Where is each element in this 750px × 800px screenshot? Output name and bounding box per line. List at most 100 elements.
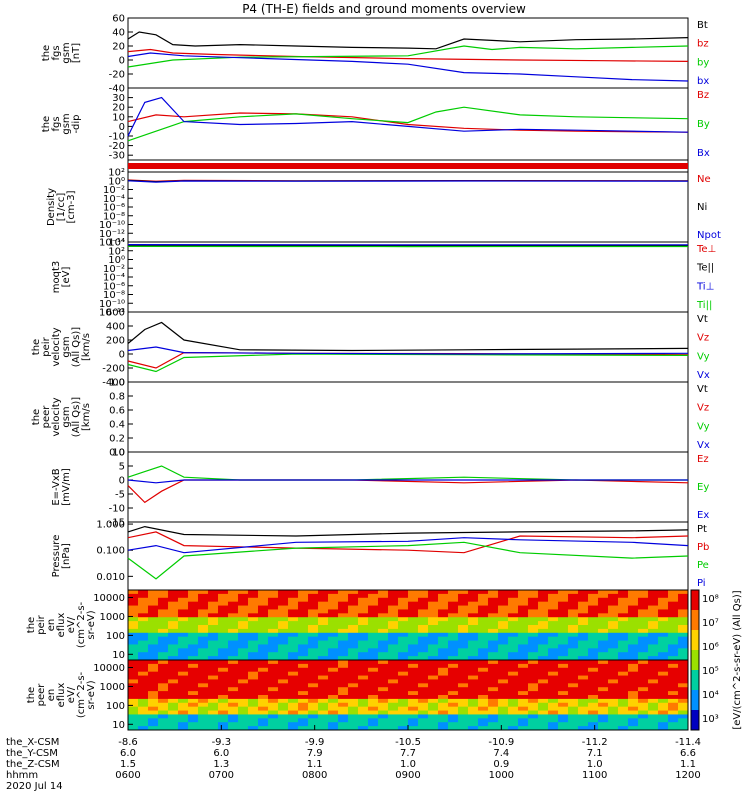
heatmap-cell — [158, 687, 169, 692]
heatmap-cell — [558, 613, 569, 618]
heatmap-cell — [148, 609, 159, 614]
heatmap-cell — [398, 691, 409, 696]
heatmap-cell — [138, 590, 149, 595]
heatmap-cell — [538, 644, 549, 649]
heatmap-cell — [248, 640, 259, 645]
heatmap-cell — [218, 687, 229, 692]
heatmap-cell — [328, 609, 339, 614]
heatmap-cell — [448, 590, 459, 595]
heatmap-cell — [418, 636, 429, 642]
heatmap-cell — [458, 609, 469, 614]
heatmap-cell — [468, 625, 479, 630]
heatmap-cell — [368, 710, 379, 715]
heatmap-cell — [548, 628, 559, 634]
heatmap-cell — [458, 597, 469, 603]
heatmap-cell — [538, 726, 549, 731]
heatmap-cell — [158, 609, 169, 614]
heatmap-cell — [418, 663, 429, 669]
heatmap-cell — [618, 640, 629, 645]
heatmap-cell — [608, 683, 619, 688]
heatmap-cell — [638, 636, 649, 642]
heatmap-cell — [198, 625, 209, 630]
heatmap-cell — [268, 605, 279, 610]
heatmap-cell — [288, 632, 299, 638]
y-tick-label: 10⁻¹² — [99, 229, 125, 240]
heatmap-cell — [498, 648, 509, 653]
heatmap-cell — [608, 644, 619, 649]
heatmap-cell — [138, 597, 149, 603]
heatmap-cell — [628, 628, 639, 634]
heatmap-cell — [368, 660, 379, 665]
heatmap-cell — [618, 644, 629, 649]
heatmap-cell — [248, 601, 259, 607]
heatmap-cell — [498, 679, 509, 684]
heatmap-cell — [238, 640, 249, 645]
heatmap-cell — [198, 590, 209, 595]
heatmap-cell — [268, 718, 279, 723]
heatmap-cell — [568, 625, 579, 630]
heatmap-cell — [678, 597, 689, 603]
heatmap-cell — [478, 714, 489, 719]
heatmap-cell — [658, 679, 669, 684]
heatmap-cell — [488, 671, 499, 677]
heatmap-cell — [638, 628, 649, 634]
heatmap-cell — [158, 675, 169, 680]
heatmap-cell — [438, 671, 449, 677]
heatmap-cell — [268, 648, 279, 653]
heatmap-cell — [388, 640, 399, 645]
heatmap-cell — [198, 644, 209, 649]
y-tick-label: 400 — [106, 322, 125, 333]
heatmap-cell — [638, 702, 649, 708]
y-axis-label: [km/s — [81, 333, 92, 361]
heatmap-cell — [678, 660, 689, 665]
heatmap-cell — [448, 613, 459, 618]
heatmap-cell — [588, 671, 599, 677]
y-tick-label: 10⁻¹⁴ — [99, 238, 125, 249]
heatmap-cell — [208, 675, 219, 680]
heatmap-cell — [608, 632, 619, 638]
heatmap-cell — [368, 648, 379, 653]
heatmap-cell — [298, 695, 309, 700]
heatmap-cell — [508, 722, 519, 727]
heatmap-cell — [188, 698, 199, 704]
heatmap-cell — [548, 695, 559, 700]
heatmap-cell — [128, 663, 139, 669]
heatmap-cell — [428, 644, 439, 649]
heatmap-cell — [128, 695, 139, 700]
legend-entry: Pb — [697, 542, 709, 553]
heatmap-cell — [238, 679, 249, 684]
heatmap-cell — [468, 663, 479, 669]
heatmap-cell — [158, 613, 169, 618]
colorbar-label: [eV/(cm^2-s-sr-eV) (All Qs)] — [732, 590, 743, 729]
heatmap-cell — [238, 621, 249, 626]
heatmap-cell — [348, 590, 359, 595]
heatmap-cell — [628, 671, 639, 677]
heatmap-cell — [328, 632, 339, 638]
heatmap-cell — [188, 683, 199, 688]
heatmap-cell — [428, 652, 439, 657]
y-tick-label: 10² — [108, 168, 125, 179]
heatmap-cell — [378, 593, 389, 599]
heatmap-cell — [658, 605, 669, 610]
heatmap-cell — [218, 710, 229, 715]
heatmap-cell — [208, 636, 219, 642]
heatmap-cell — [168, 706, 179, 712]
y-tick-label: 10⁻¹² — [99, 308, 125, 319]
heatmap-cell — [558, 625, 569, 630]
heatmap-cell — [658, 660, 669, 665]
heatmap-cell — [548, 644, 559, 649]
heatmap-cell — [218, 636, 229, 642]
heatmap-cell — [428, 636, 439, 642]
heatmap-cell — [608, 695, 619, 700]
heatmap-cell — [278, 679, 289, 684]
heatmap-cell — [358, 609, 369, 614]
heatmap-cell — [198, 691, 209, 696]
heatmap-cell — [388, 617, 399, 622]
heatmap-cell — [408, 636, 419, 642]
heatmap-cell — [378, 590, 389, 595]
heatmap-cell — [468, 601, 479, 607]
heatmap-cell — [538, 675, 549, 680]
heatmap-cell — [188, 656, 199, 661]
heatmap-cell — [238, 671, 249, 677]
heatmap-cell — [528, 625, 539, 630]
